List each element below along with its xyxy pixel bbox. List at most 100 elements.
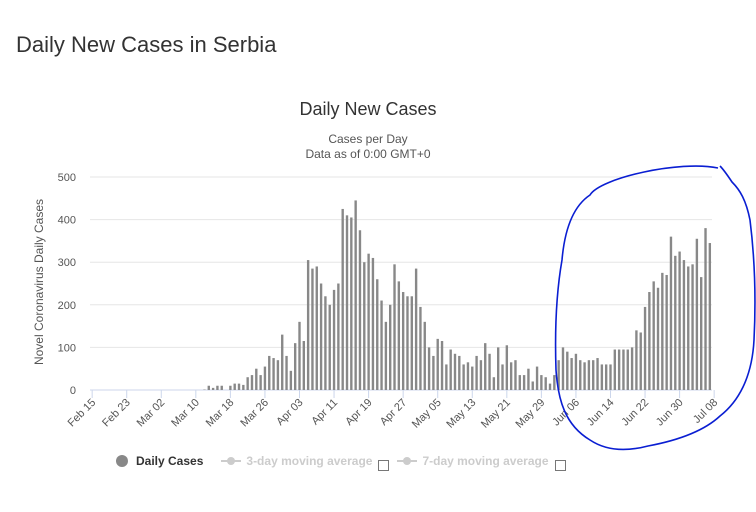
- bar[interactable]: [306, 260, 310, 390]
- bar[interactable]: [406, 296, 409, 390]
- bar[interactable]: [350, 217, 353, 390]
- bar[interactable]: [522, 375, 526, 390]
- bar[interactable]: [548, 383, 552, 390]
- bar[interactable]: [466, 362, 470, 390]
- bar[interactable]: [285, 355, 288, 390]
- bar[interactable]: [436, 338, 439, 390]
- bar[interactable]: [427, 347, 431, 390]
- bar[interactable]: [453, 353, 457, 390]
- bar[interactable]: [695, 238, 699, 390]
- bar[interactable]: [535, 366, 539, 390]
- bar[interactable]: [497, 347, 500, 390]
- bar[interactable]: [397, 281, 401, 390]
- bar[interactable]: [665, 274, 668, 390]
- bar[interactable]: [298, 321, 301, 390]
- bar[interactable]: [242, 384, 245, 390]
- legend-item-daily-cases[interactable]: Daily Cases: [116, 454, 203, 468]
- bar[interactable]: [587, 360, 591, 390]
- bar[interactable]: [630, 347, 634, 390]
- bar[interactable]: [540, 375, 543, 390]
- legend-item-7-day-average[interactable]: 7-day moving average: [397, 454, 549, 468]
- bar[interactable]: [445, 364, 448, 390]
- bar[interactable]: [419, 306, 422, 390]
- bar[interactable]: [358, 230, 362, 390]
- bar[interactable]: [423, 321, 426, 390]
- bar[interactable]: [492, 377, 496, 390]
- bar[interactable]: [237, 383, 241, 390]
- bar[interactable]: [268, 355, 271, 390]
- bar[interactable]: [669, 236, 673, 390]
- bar[interactable]: [484, 343, 487, 390]
- bar[interactable]: [471, 366, 474, 390]
- bar[interactable]: [583, 362, 586, 390]
- bar[interactable]: [531, 381, 534, 390]
- bar[interactable]: [337, 283, 340, 391]
- bar[interactable]: [376, 279, 379, 390]
- bar[interactable]: [302, 341, 305, 390]
- bar[interactable]: [211, 387, 215, 390]
- bar[interactable]: [449, 349, 452, 390]
- bar[interactable]: [324, 296, 327, 390]
- bar[interactable]: [233, 383, 236, 390]
- bar[interactable]: [553, 375, 556, 390]
- bar[interactable]: [652, 281, 655, 390]
- bar[interactable]: [643, 306, 647, 390]
- bar[interactable]: [479, 360, 483, 390]
- bar[interactable]: [207, 385, 210, 390]
- toggle-3-day-average-checkbox[interactable]: [378, 459, 390, 471]
- bar[interactable]: [488, 353, 491, 390]
- bar[interactable]: [281, 334, 284, 390]
- bar[interactable]: [332, 289, 336, 390]
- bar[interactable]: [639, 332, 642, 390]
- bar[interactable]: [518, 375, 521, 390]
- bar[interactable]: [458, 355, 461, 390]
- bar[interactable]: [263, 366, 267, 390]
- bar[interactable]: [410, 296, 413, 390]
- bar[interactable]: [505, 345, 509, 390]
- bar[interactable]: [220, 385, 223, 390]
- bar[interactable]: [514, 360, 517, 390]
- bar[interactable]: [544, 377, 547, 390]
- bar[interactable]: [708, 243, 712, 390]
- bar[interactable]: [328, 304, 331, 390]
- bar[interactable]: [293, 343, 297, 390]
- bar[interactable]: [635, 330, 638, 390]
- bar[interactable]: [414, 268, 418, 390]
- bar[interactable]: [216, 385, 219, 390]
- bar[interactable]: [579, 360, 582, 390]
- bar[interactable]: [380, 300, 383, 390]
- bar[interactable]: [229, 385, 232, 390]
- bar[interactable]: [661, 272, 664, 390]
- bar[interactable]: [622, 349, 625, 390]
- bar[interactable]: [462, 364, 465, 390]
- bar[interactable]: [341, 208, 344, 390]
- bar[interactable]: [289, 370, 293, 390]
- bar[interactable]: [574, 353, 578, 390]
- bar[interactable]: [276, 360, 280, 390]
- bar[interactable]: [363, 262, 366, 390]
- bar[interactable]: [527, 368, 530, 390]
- bar[interactable]: [401, 292, 405, 390]
- bar[interactable]: [617, 349, 621, 390]
- bar[interactable]: [432, 355, 435, 390]
- bar[interactable]: [687, 266, 690, 390]
- bar[interactable]: [557, 360, 560, 390]
- bar[interactable]: [501, 364, 504, 390]
- bar[interactable]: [509, 362, 513, 390]
- bar[interactable]: [570, 358, 573, 390]
- bar[interactable]: [674, 255, 677, 390]
- bar[interactable]: [609, 364, 612, 390]
- bar[interactable]: [592, 360, 595, 390]
- bar[interactable]: [475, 355, 478, 390]
- bar[interactable]: [682, 260, 686, 390]
- bar[interactable]: [600, 364, 604, 390]
- bar[interactable]: [272, 358, 275, 390]
- bar[interactable]: [648, 292, 651, 390]
- bar[interactable]: [367, 253, 370, 390]
- bar[interactable]: [389, 304, 392, 390]
- bar[interactable]: [704, 228, 707, 390]
- bar[interactable]: [259, 375, 262, 390]
- bar[interactable]: [393, 264, 396, 390]
- bar[interactable]: [678, 251, 681, 390]
- bar[interactable]: [319, 283, 323, 391]
